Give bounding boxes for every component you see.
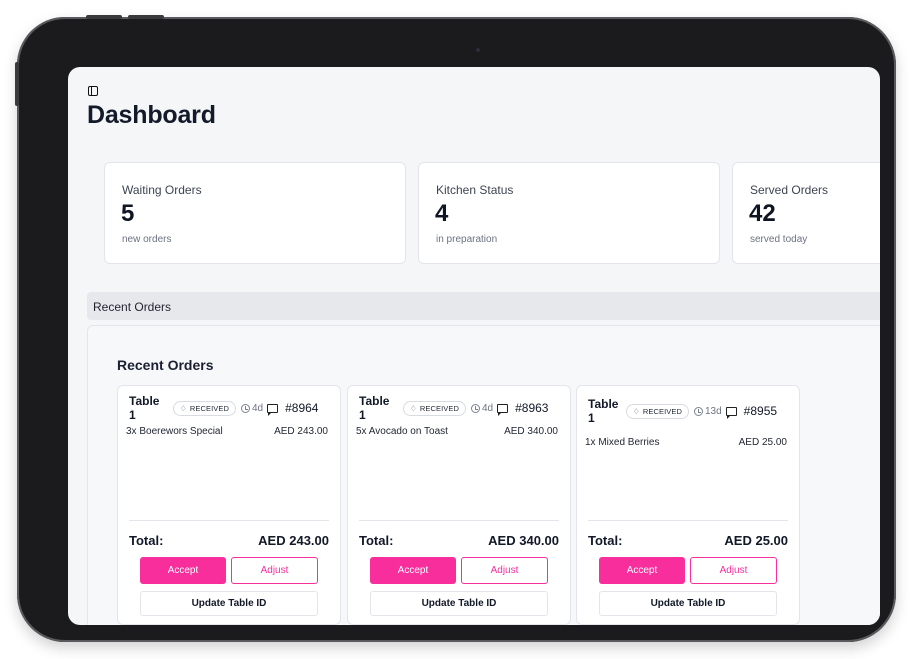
status-badge: ♢ RECEIVED [173, 400, 236, 416]
total-row: Total: AED 25.00 [588, 533, 788, 548]
accept-button[interactable]: Accept [599, 557, 685, 584]
item-price: AED 340.00 [504, 426, 558, 437]
order-card: Table 1 ♢ RECEIVED 4d #8964 3x Boerewors… [117, 385, 341, 625]
power-button [15, 62, 19, 106]
volume-button [86, 15, 122, 19]
stat-label: Served Orders [750, 183, 829, 197]
stat-subtitle: in preparation [436, 234, 498, 245]
volume-button [128, 15, 164, 19]
divider [359, 520, 559, 521]
order-age: 4d [481, 402, 494, 414]
order-card-header: Table 1 ♢ RECEIVED 4d #8964 [129, 394, 330, 422]
orders-heading: Recent Orders [117, 357, 214, 373]
total-row: Total: AED 340.00 [359, 533, 559, 548]
adjust-button[interactable]: Adjust [231, 557, 318, 584]
total-label: Total: [129, 533, 164, 548]
update-table-id-button[interactable]: Update Table ID [370, 591, 548, 616]
divider [588, 520, 788, 521]
stat-subtitle: served today [750, 234, 808, 245]
order-card-header: Table 1 ♢ RECEIVED 13d #8955 [588, 396, 789, 426]
status-badge: ♢ RECEIVED [403, 400, 466, 416]
stat-card-kitchen-status: Kitchen Status 4 in preparation [418, 162, 720, 264]
total-label: Total: [359, 533, 394, 548]
order-card-header: Table 1 ♢ RECEIVED 4d #8963 [359, 394, 560, 422]
total-label: Total: [588, 533, 623, 548]
stat-card-waiting-orders: Waiting Orders 5 new orders [104, 162, 406, 264]
stat-label: Kitchen Status [436, 183, 514, 197]
item-name: 1x Mixed Berries [585, 437, 660, 448]
update-table-id-button[interactable]: Update Table ID [140, 591, 318, 616]
app-screen: Dashboard Waiting Orders 5 new orders Ki… [68, 67, 880, 625]
adjust-button[interactable]: Adjust [690, 557, 777, 584]
status-label: RECEIVED [189, 403, 229, 413]
bell-icon: ♢ [410, 403, 417, 413]
order-number: #8964 [285, 401, 319, 415]
order-card: Table 1 ♢ RECEIVED 13d #8955 1x Mixed Be… [576, 385, 800, 625]
clock-icon [693, 406, 703, 416]
table-name: Table 1 [359, 394, 390, 422]
section-header-label: Recent Orders [93, 300, 172, 314]
stat-value: 42 [749, 200, 776, 227]
status-label: RECEIVED [642, 406, 682, 416]
order-age: 4d [251, 402, 264, 414]
accept-button[interactable]: Accept [140, 557, 226, 584]
total-amount: AED 340.00 [488, 533, 559, 548]
divider [129, 520, 329, 521]
order-item-row: 3x Boerewors Special AED 243.00 [126, 426, 328, 437]
accept-button[interactable]: Accept [370, 557, 456, 584]
clock-icon [470, 403, 480, 413]
status-badge: ♢ RECEIVED [626, 403, 689, 419]
update-table-id-button[interactable]: Update Table ID [599, 591, 777, 616]
adjust-button[interactable]: Adjust [461, 557, 548, 584]
bell-icon: ♢ [180, 403, 187, 413]
total-amount: AED 243.00 [258, 533, 329, 548]
total-amount: AED 25.00 [724, 533, 788, 548]
table-name: Table 1 [129, 394, 160, 422]
recent-orders-panel: Recent Orders Table 1 ♢ RECEIVED 4d #896… [87, 325, 880, 625]
comment-icon[interactable] [267, 403, 279, 416]
stat-label: Waiting Orders [122, 183, 202, 197]
order-number: #8955 [743, 404, 778, 418]
stat-card-served-orders: Served Orders 42 served today [732, 162, 880, 264]
item-price: AED 243.00 [274, 426, 328, 437]
order-item-row: 1x Mixed Berries AED 25.00 [585, 437, 787, 448]
front-camera [476, 48, 480, 52]
total-row: Total: AED 243.00 [129, 533, 329, 548]
page-title: Dashboard [87, 101, 216, 129]
stat-subtitle: new orders [122, 234, 172, 245]
comment-icon[interactable] [725, 406, 737, 419]
item-name: 5x Avocado on Toast [356, 426, 448, 437]
status-label: RECEIVED [419, 403, 459, 413]
clock-icon [240, 403, 250, 413]
item-name: 3x Boerewors Special [126, 426, 223, 437]
bell-icon: ♢ [633, 406, 640, 416]
comment-icon[interactable] [497, 403, 509, 416]
order-number: #8963 [515, 401, 549, 415]
table-name: Table 1 [588, 397, 619, 425]
tablet-frame: Dashboard Waiting Orders 5 new orders Ki… [17, 17, 896, 642]
order-age: 13d [704, 405, 722, 417]
stat-value: 5 [121, 200, 135, 227]
item-price: AED 25.00 [738, 437, 787, 448]
stat-value: 4 [435, 200, 449, 227]
order-card: Table 1 ♢ RECEIVED 4d #8963 5x Avocado o… [347, 385, 571, 625]
order-item-row: 5x Avocado on Toast AED 340.00 [356, 426, 558, 437]
recent-orders-section-header[interactable]: Recent Orders [87, 292, 880, 320]
sidebar-panel-icon[interactable] [88, 86, 98, 96]
